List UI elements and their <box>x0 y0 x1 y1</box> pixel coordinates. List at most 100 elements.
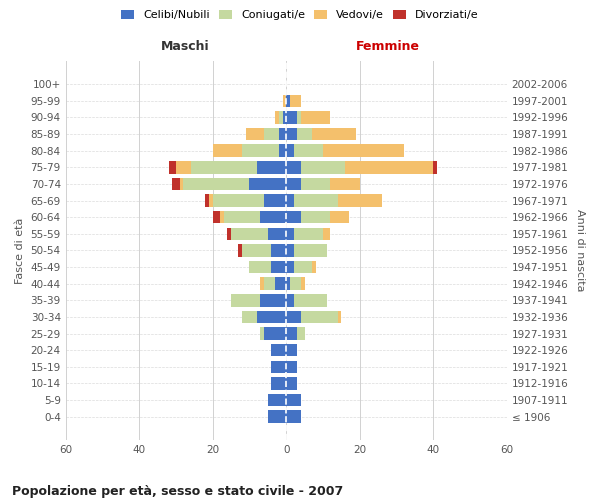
Bar <box>286 128 297 140</box>
Bar <box>293 244 326 256</box>
Bar <box>264 328 286 340</box>
Bar <box>290 94 301 107</box>
Bar <box>220 211 224 224</box>
Bar <box>293 228 323 240</box>
Bar <box>301 161 345 173</box>
Bar <box>172 178 179 190</box>
Bar <box>279 128 286 140</box>
Bar <box>271 360 286 373</box>
Legend: Celibi/Nubili, Coniugati/e, Vedovi/e, Divorziati/e: Celibi/Nubili, Coniugati/e, Vedovi/e, Di… <box>117 6 483 25</box>
Bar <box>169 161 176 173</box>
Bar <box>312 261 316 274</box>
Bar <box>246 128 264 140</box>
Bar <box>293 261 312 274</box>
Text: Maschi: Maschi <box>160 40 209 53</box>
Bar <box>191 161 257 173</box>
Bar <box>286 94 290 107</box>
Bar <box>297 328 305 340</box>
Bar <box>301 278 305 290</box>
Bar <box>268 410 286 423</box>
Y-axis label: Fasce di età: Fasce di età <box>15 217 25 284</box>
Bar <box>264 194 286 207</box>
Bar <box>286 194 293 207</box>
Bar <box>286 394 301 406</box>
Bar <box>286 410 301 423</box>
Bar <box>286 360 297 373</box>
Bar <box>212 194 264 207</box>
Bar <box>286 178 301 190</box>
Bar <box>205 194 209 207</box>
Bar <box>286 261 293 274</box>
Bar <box>231 294 260 306</box>
Bar <box>286 328 297 340</box>
Bar <box>227 228 231 240</box>
Bar <box>260 328 264 340</box>
Bar <box>286 228 293 240</box>
Bar <box>293 194 338 207</box>
Bar <box>271 344 286 356</box>
Bar <box>212 144 242 157</box>
Bar <box>312 128 356 140</box>
Bar <box>338 194 382 207</box>
Bar <box>257 310 286 323</box>
Bar <box>260 278 264 290</box>
Bar <box>268 228 286 240</box>
Bar <box>250 261 271 274</box>
Bar <box>176 161 191 173</box>
Bar <box>293 144 323 157</box>
Bar <box>231 228 268 240</box>
Bar <box>212 211 220 224</box>
Bar <box>264 278 275 290</box>
Bar <box>323 228 331 240</box>
Bar <box>286 344 297 356</box>
Bar <box>286 278 290 290</box>
Bar <box>283 111 286 124</box>
Bar <box>268 394 286 406</box>
Bar <box>338 310 341 323</box>
Bar <box>286 144 293 157</box>
Bar <box>301 111 331 124</box>
Bar <box>286 310 301 323</box>
Bar <box>271 261 286 274</box>
Bar <box>286 161 301 173</box>
Bar <box>283 94 286 107</box>
Bar <box>331 211 349 224</box>
Bar <box>286 294 293 306</box>
Bar <box>297 111 301 124</box>
Bar <box>242 144 279 157</box>
Bar <box>286 111 297 124</box>
Bar <box>183 178 250 190</box>
Bar <box>264 128 279 140</box>
Bar <box>279 144 286 157</box>
Bar <box>286 211 301 224</box>
Bar <box>286 377 297 390</box>
Bar <box>257 161 286 173</box>
Y-axis label: Anni di nascita: Anni di nascita <box>575 209 585 292</box>
Bar <box>275 278 286 290</box>
Text: Femmine: Femmine <box>356 40 419 53</box>
Bar <box>301 310 338 323</box>
Bar <box>345 161 433 173</box>
Bar <box>260 294 286 306</box>
Bar <box>323 144 404 157</box>
Bar <box>286 244 293 256</box>
Bar <box>275 111 279 124</box>
Bar <box>271 244 286 256</box>
Bar <box>297 128 312 140</box>
Bar <box>301 211 331 224</box>
Bar <box>242 310 257 323</box>
Bar <box>433 161 437 173</box>
Bar <box>224 211 260 224</box>
Text: Popolazione per età, sesso e stato civile - 2007: Popolazione per età, sesso e stato civil… <box>12 484 343 498</box>
Bar <box>279 111 283 124</box>
Bar <box>260 211 286 224</box>
Bar <box>242 244 271 256</box>
Bar <box>290 278 301 290</box>
Bar <box>209 194 212 207</box>
Bar <box>250 178 286 190</box>
Bar <box>179 178 183 190</box>
Bar <box>238 244 242 256</box>
Bar <box>331 178 360 190</box>
Bar <box>271 377 286 390</box>
Bar <box>293 294 326 306</box>
